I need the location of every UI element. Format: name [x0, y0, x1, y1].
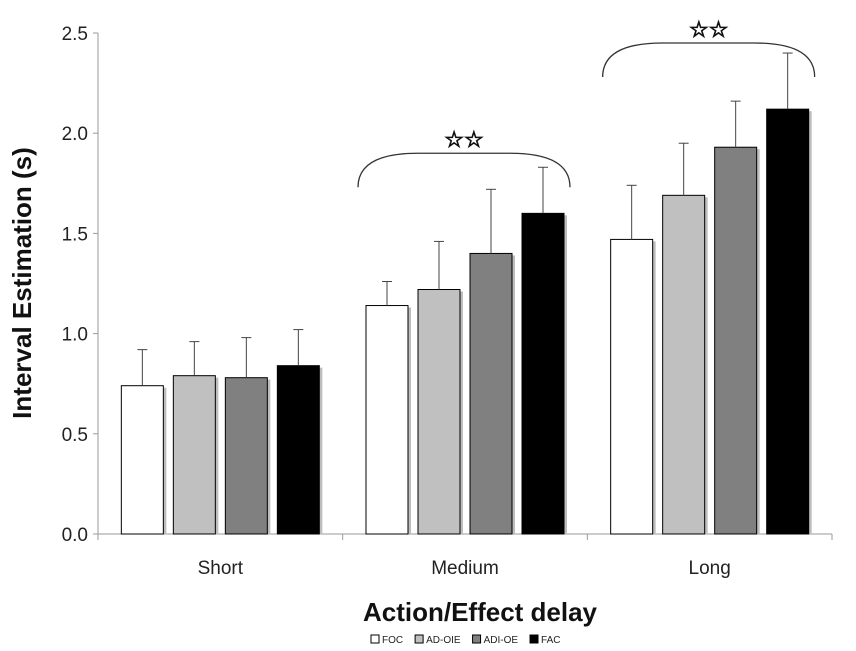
bar [120, 385, 164, 535]
bar-shadow [408, 307, 411, 534]
bar-shadow [704, 197, 708, 534]
legend-label: FOC [382, 635, 403, 646]
bar-shadow [267, 379, 271, 534]
y-tick-label: 2.5 [62, 24, 88, 45]
bar [469, 252, 513, 535]
bars [120, 52, 812, 535]
y-axis: 0.0 0.5 1.0 1.5 2.0 2.5 [62, 24, 99, 546]
bar-shadow [319, 367, 323, 534]
significance-bracket [357, 152, 571, 188]
y-tick-label: 0.0 [62, 525, 88, 546]
bar [610, 238, 654, 535]
legend-swatch [414, 634, 424, 644]
bar [224, 377, 268, 535]
legend: FOC AD-OIE ADI-OE FAC [370, 634, 560, 646]
y-axis-title: Interval Estimation (s) [7, 147, 37, 419]
legend-label: FAC [541, 635, 560, 646]
bar-shadow [163, 387, 167, 534]
bar [276, 365, 320, 535]
x-category-label: Medium [431, 558, 499, 579]
bar-shadow [460, 291, 463, 534]
legend-swatch [529, 634, 539, 644]
x-category-label: Short [198, 558, 244, 579]
bar [521, 212, 565, 535]
bar [662, 194, 706, 535]
y-tick-label: 1.0 [62, 325, 88, 346]
y-tick-label: 0.5 [62, 425, 88, 446]
x-category-label: Long [689, 558, 731, 579]
bar [714, 146, 758, 535]
bar-shadow [215, 377, 219, 534]
bar [172, 375, 216, 535]
legend-swatch [370, 634, 380, 644]
y-tick-label: 2.0 [62, 124, 88, 145]
significance-stars: ☆☆ [689, 18, 728, 43]
x-axis-title: Action/Effect delay [363, 597, 598, 627]
bar [365, 305, 409, 535]
significance-brackets: ☆☆ ☆☆ [357, 18, 816, 188]
bar-shadow [564, 215, 567, 535]
legend-swatch [472, 634, 482, 644]
bar [417, 289, 461, 535]
bar-shadow [652, 241, 656, 535]
bar-shadow [808, 111, 812, 534]
y-tick-label: 1.5 [62, 224, 88, 245]
bar-shadow [756, 149, 760, 534]
x-axis: Short Medium Long [97, 533, 833, 579]
significance-bracket [602, 42, 816, 78]
legend-label: ADI-OE [484, 635, 519, 646]
significance-stars: ☆☆ [444, 128, 483, 153]
bar [766, 108, 810, 535]
legend-label: AD-OIE [426, 635, 461, 646]
bar-shadow [512, 255, 515, 534]
